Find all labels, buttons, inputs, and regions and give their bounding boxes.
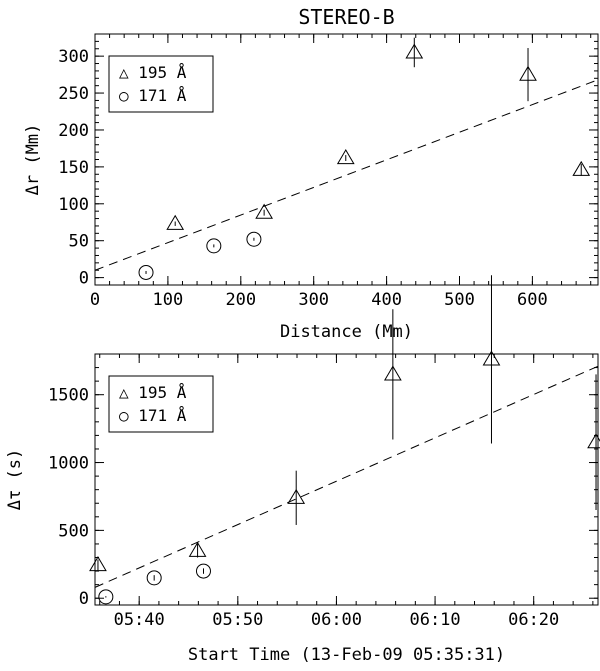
chart1-x-axis-label: Distance (Mm) <box>280 322 413 342</box>
chart2-point-195 <box>188 541 207 557</box>
chart2-y-tick-label: 500 <box>58 521 89 541</box>
chart1-point-195 <box>336 149 355 165</box>
chart1-point-195 <box>572 160 591 176</box>
chart1-point-195 <box>166 214 185 230</box>
chart1-y-tick-label: 300 <box>58 47 89 67</box>
chart2-x-tick-label: 06:20 <box>508 610 559 630</box>
chart1-point-195 <box>405 43 424 59</box>
chart1-y-tick-label: 50 <box>69 232 89 252</box>
chart2-x-tick-label: 05:40 <box>114 610 165 630</box>
chart2-y-tick-label: 1500 <box>48 386 89 406</box>
chart1-y-tick-label: 250 <box>58 84 89 104</box>
chart2-plot-frame <box>94 353 599 606</box>
chart1-legend-box <box>108 55 214 113</box>
chart1-title: STEREO-B <box>298 5 394 29</box>
chart2-point-195 <box>482 350 501 366</box>
chart1-y-axis-label: Δr (Mm) <box>23 124 43 196</box>
chart1-y-tick-label: 0 <box>79 269 89 289</box>
chart1-x-tick-label: 300 <box>298 290 329 310</box>
chart2-point-195 <box>287 488 306 504</box>
chart2-x-axis-label: Start Time (13-Feb-09 05:35:31) <box>188 645 505 665</box>
chart2-fit-line <box>94 365 599 588</box>
chart1-point-195 <box>255 203 273 219</box>
chart1-x-tick-label: 500 <box>444 290 475 310</box>
chart2-y-tick-label: 1000 <box>48 454 89 474</box>
chart2-point-171 <box>98 589 114 605</box>
chart1-point-195 <box>519 65 537 81</box>
chart1-legend-entry: ○ 171 Å <box>119 86 187 105</box>
chart1-point-171 <box>138 264 154 280</box>
chart1-y-tick-label: 100 <box>58 195 89 215</box>
chart1-x-tick-label: 100 <box>153 290 184 310</box>
chart2-point-195 <box>89 555 107 572</box>
chart1-x-tick-label: 0 <box>90 290 100 310</box>
chart2-y-tick-label: 0 <box>79 589 89 609</box>
chart2-y-axis-label: Δτ (s) <box>5 449 25 510</box>
chart1-y-tick-label: 200 <box>58 121 89 141</box>
chart2-x-tick-label: 06:00 <box>311 610 362 630</box>
chart2-x-tick-label: 05:50 <box>212 610 263 630</box>
chart2-point-195 <box>383 365 402 381</box>
chart1-point-171 <box>206 238 222 254</box>
chart2-legend-entry: ○ 171 Å <box>119 406 187 425</box>
chart1-x-tick-label: 600 <box>517 290 548 310</box>
chart1-y-tick-label: 150 <box>58 158 89 178</box>
chart2-legend-box <box>108 375 214 433</box>
chart1-point-171 <box>246 231 262 247</box>
chart2-x-tick-label: 06:10 <box>409 610 460 630</box>
chart1-x-tick-label: 400 <box>371 290 402 310</box>
chart1-legend-entry: △ 195 Å <box>119 63 187 82</box>
chart2-point-171 <box>195 563 211 579</box>
chart2-legend-entry: △ 195 Å <box>119 383 187 402</box>
chart2-point-195 <box>587 433 600 449</box>
chart1-x-tick-label: 200 <box>225 290 256 310</box>
chart2-point-171 <box>146 570 162 586</box>
